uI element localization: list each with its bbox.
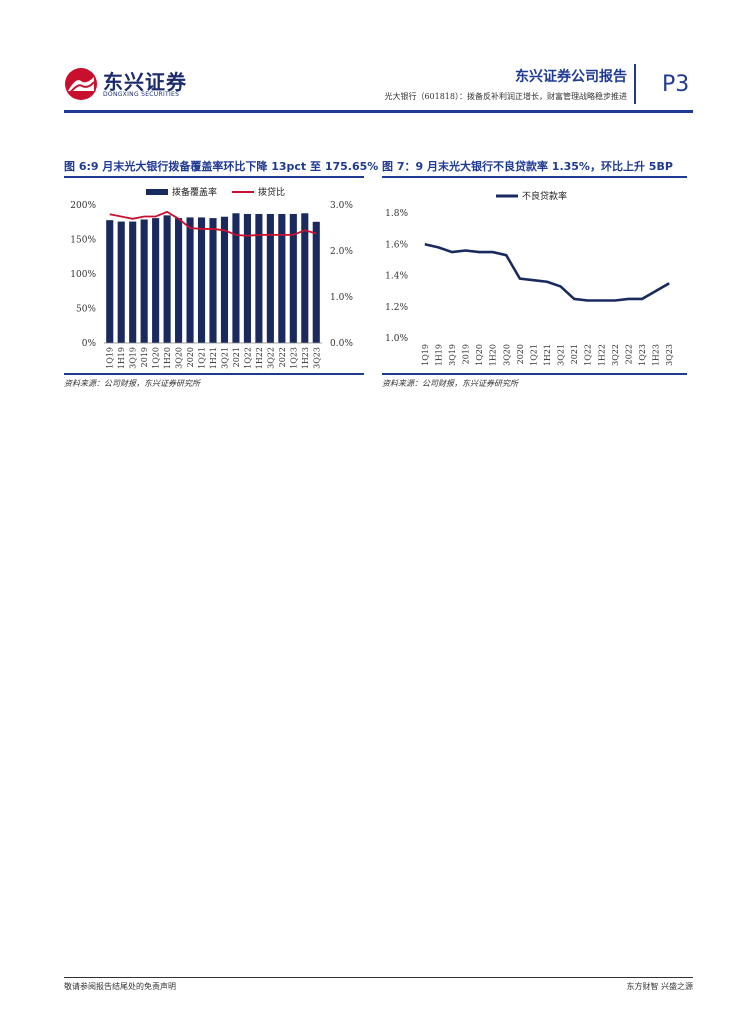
figure6-title: 图 6:9 月末光大银行拨备覆盖率环比下降 13pct 至 175.65% xyxy=(64,160,379,173)
figure7-bottom-rule xyxy=(382,373,687,375)
x-tick-label: 2019 xyxy=(462,344,471,364)
x-tick-label: 1Q21 xyxy=(529,344,538,366)
y-left-tick-label: 50% xyxy=(76,305,96,315)
y-right-tick-label: 1.0% xyxy=(330,293,353,303)
bar xyxy=(129,221,137,343)
series-line xyxy=(109,210,317,237)
x-tick-label: 3Q21 xyxy=(557,344,566,366)
bar xyxy=(301,213,309,343)
bar xyxy=(140,219,148,343)
x-tick-label: 3Q19 xyxy=(448,344,457,366)
bar xyxy=(266,213,274,343)
y-left-tick-label: 150% xyxy=(70,236,96,246)
y-right-tick-label: 0.0% xyxy=(330,339,353,349)
bar xyxy=(197,217,206,343)
chart-npl-ratio: 不良贷款率 1.0% 1.2% 1.4% 1.6% 1.8% 1Q19 1H19 3Q19 201… xyxy=(385,190,674,366)
x-tick-label: 1H21 xyxy=(543,344,552,366)
x-tick-label: 2020 xyxy=(516,344,525,364)
figure6-bottom-rule xyxy=(64,373,364,375)
y-tick-label: 1.4% xyxy=(385,272,408,282)
x-tick-label: 3Q23 xyxy=(312,347,321,369)
x-tick-label: 1Q22 xyxy=(243,347,252,369)
x-tick-label: 1Q22 xyxy=(584,344,593,366)
logo-text-en: DONGXING SECURITIES xyxy=(103,91,180,98)
x-tick-label: 2021 xyxy=(570,344,579,364)
figure7-top-rule xyxy=(382,176,687,178)
x-tick-label: 3Q21 xyxy=(220,347,229,369)
bar xyxy=(220,216,229,343)
figure6-top-rule xyxy=(64,176,364,178)
x-tick-label: 1Q23 xyxy=(638,344,647,366)
x-tick-label: 1H20 xyxy=(489,344,498,366)
company-logo-icon xyxy=(65,68,97,100)
logo-text-cn: 东兴证券 xyxy=(103,70,187,94)
x-tick-label: 1H20 xyxy=(163,347,172,369)
legend-label-line: 拨贷比 xyxy=(258,186,285,198)
y-tick-label: 1.2% xyxy=(385,303,408,313)
report-subtitle: 光大银行（601818）：拨备反补利润正增长，财富管理战略稳步推进 xyxy=(384,92,627,101)
legend-label-bar: 拨备覆盖率 xyxy=(172,186,217,198)
bar xyxy=(106,220,114,343)
y-left-tick-label: 0% xyxy=(82,339,97,349)
bar xyxy=(243,213,251,343)
series-line xyxy=(424,242,670,302)
y-tick-label: 1.6% xyxy=(385,240,408,250)
x-tick-label: 1H19 xyxy=(434,344,443,366)
x-tick-label: 2019 xyxy=(140,347,149,367)
x-tick-label: 3Q20 xyxy=(175,347,184,369)
x-tick-label: 1Q19 xyxy=(106,347,115,369)
x-tick-label: 1H22 xyxy=(597,344,606,366)
bar xyxy=(117,221,125,343)
bar xyxy=(209,218,217,343)
bar xyxy=(312,221,320,343)
x-tick-label: 1Q23 xyxy=(289,347,298,369)
x-tick-label: 1H21 xyxy=(209,347,218,369)
y-tick-label: 1.0% xyxy=(385,334,408,344)
figure7-title: 图 7：9 月末光大银行不良贷款率 1.35%，环比上升 5BP xyxy=(382,160,673,173)
footer-rule xyxy=(64,977,693,978)
figure7-source: 资料来源：公司财报，东兴证券研究所 xyxy=(382,379,518,388)
x-tick-label: 3Q22 xyxy=(266,347,275,369)
x-tick-label: 2021 xyxy=(232,347,241,367)
footer-slogan: 东方财智 兴盛之源 xyxy=(626,982,693,991)
x-tick-label: 3Q20 xyxy=(502,344,511,366)
page-number: P3 xyxy=(662,72,690,97)
chart-provision-coverage: 拨备覆盖率 拨贷比 0% 50% 100% 150% 200% 0.0% 1.0% 2.0% 3.0… xyxy=(70,186,353,369)
x-tick-label: 1Q20 xyxy=(152,347,161,369)
header-rule xyxy=(64,110,693,113)
bar xyxy=(278,213,286,343)
bar xyxy=(255,213,263,343)
figure6-source: 资料来源：公司财报，东兴证券研究所 xyxy=(64,379,200,388)
x-tick-label: 2022 xyxy=(278,347,287,367)
bar xyxy=(186,217,194,343)
y-tick-label: 1.8% xyxy=(385,209,408,219)
y-right-tick-label: 2.0% xyxy=(330,247,353,257)
x-tick-label: 2020 xyxy=(186,347,195,367)
x-tick-label: 1H23 xyxy=(652,344,661,366)
report-title: 东兴证券公司报告 xyxy=(515,69,627,85)
x-tick-label: 1H23 xyxy=(301,347,310,369)
y-left-tick-label: 100% xyxy=(70,270,96,280)
x-tick-label: 3Q23 xyxy=(665,344,674,366)
x-tick-label: 3Q19 xyxy=(129,347,138,369)
x-tick-label: 1H22 xyxy=(255,347,264,369)
bar xyxy=(175,218,183,343)
x-tick-label: 1Q21 xyxy=(198,347,207,369)
bar xyxy=(152,218,160,343)
bar xyxy=(289,213,297,343)
bar xyxy=(163,215,171,343)
x-tick-label: 1H19 xyxy=(117,347,126,369)
legend-swatch-bar xyxy=(146,189,168,195)
x-tick-label: 3Q22 xyxy=(611,344,620,366)
y-right-tick-label: 3.0% xyxy=(330,201,353,211)
bar xyxy=(232,213,240,343)
x-tick-label: 1Q19 xyxy=(421,344,430,366)
y-left-tick-label: 200% xyxy=(70,201,96,211)
x-tick-label: 2022 xyxy=(624,344,633,364)
x-tick-label: 1Q20 xyxy=(475,344,484,366)
legend-label-line: 不良贷款率 xyxy=(522,190,567,202)
footer-disclaimer: 敬请参阅报告结尾处的免责声明 xyxy=(64,982,176,991)
header-divider xyxy=(634,64,636,104)
